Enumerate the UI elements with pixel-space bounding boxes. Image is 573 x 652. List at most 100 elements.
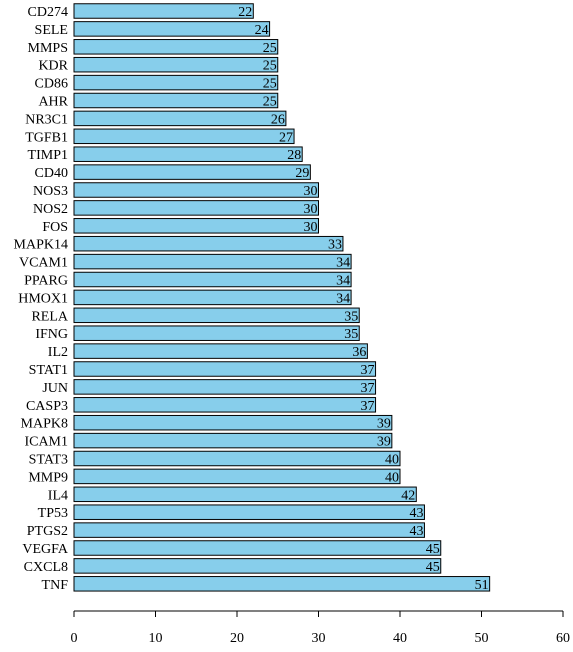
bar-timp1 (73, 146, 303, 162)
bar-stat3 (73, 450, 401, 467)
value-label-casp3: 37 (361, 399, 375, 414)
value-label-ptgs2: 43 (409, 524, 423, 539)
x-tick-label-10: 10 (149, 631, 163, 646)
category-label-pparg: PPARG (24, 274, 68, 289)
value-label-icam1: 39 (377, 435, 391, 450)
category-label-mapk14: MAPK14 (14, 238, 68, 253)
category-label-mmp9: MMP9 (28, 470, 68, 485)
bar-cd274 (73, 3, 254, 19)
bar-mapk8 (73, 414, 393, 431)
bar-il4 (73, 486, 417, 503)
bar-casp3 (73, 397, 377, 413)
x-tick-label-50: 50 (475, 631, 489, 646)
value-label-pparg: 34 (336, 274, 350, 289)
value-label-sele: 24 (255, 23, 269, 38)
category-label-il4: IL4 (48, 488, 68, 503)
bar-pparg (73, 271, 352, 288)
category-label-ptgs2: PTGS2 (27, 524, 68, 539)
value-label-il2: 36 (352, 345, 366, 360)
bar-hmox1 (73, 289, 352, 306)
category-label-jun: JUN (42, 381, 68, 396)
category-label-hmox1: HMOX1 (18, 291, 68, 306)
category-label-icam1: ICAM1 (24, 435, 68, 450)
bar-jun (73, 379, 377, 395)
value-label-fos: 30 (304, 220, 318, 235)
bar-mmps (73, 39, 279, 55)
bars-group: CD274 22 SELE 24 MMPS 25 KDR 25 CD86 25 AHR 25 NR3C1… (14, 3, 491, 593)
value-label-stat3: 40 (385, 453, 399, 468)
bar-tnf (73, 576, 491, 592)
bar-ifng (73, 325, 360, 341)
category-label-cd274: CD274 (28, 5, 68, 20)
category-label-vegfa: VEGFA (22, 542, 69, 557)
value-label-stat1: 37 (361, 363, 375, 378)
x-tick-label-30: 30 (312, 631, 326, 646)
bar-ptgs2 (73, 522, 425, 538)
x-axis: 0 10 20 30 40 50 60 (71, 610, 570, 646)
x-tick-label-60: 60 (556, 631, 570, 646)
value-label-nos3: 30 (304, 184, 318, 199)
x-tick-label-40: 40 (393, 631, 407, 646)
value-label-ahr: 25 (263, 95, 277, 110)
category-label-ifng: IFNG (35, 327, 68, 342)
category-label-nos3: NOS3 (33, 184, 68, 199)
category-label-mmps: MMPS (28, 41, 68, 56)
value-label-mapk14: 33 (328, 238, 342, 253)
bar-tgfb1 (73, 128, 295, 145)
value-label-mmp9: 40 (385, 470, 399, 485)
value-label-tp53: 43 (409, 506, 423, 521)
value-label-vegfa: 45 (426, 542, 440, 557)
bar-icam1 (73, 432, 393, 449)
value-label-nos2: 30 (304, 202, 318, 217)
value-label-ifng: 35 (344, 327, 358, 342)
bar-ahr (73, 92, 279, 109)
value-label-cd40: 29 (295, 166, 309, 181)
category-label-mapk8: MAPK8 (21, 417, 68, 432)
x-tick-label-0: 0 (71, 631, 78, 646)
value-label-il4: 42 (401, 488, 415, 503)
value-label-jun: 37 (361, 381, 375, 396)
category-label-vcam1: VCAM1 (19, 256, 68, 271)
category-label-stat3: STAT3 (29, 453, 68, 468)
x-tick-label-20: 20 (230, 631, 244, 646)
category-label-il2: IL2 (48, 345, 68, 360)
category-label-nos2: NOS2 (33, 202, 68, 217)
bar-stat1 (73, 361, 377, 377)
value-label-tgfb1: 27 (279, 130, 293, 145)
value-label-timp1: 28 (287, 148, 301, 163)
value-label-kdr: 25 (263, 59, 277, 74)
category-label-timp1: TIMP1 (28, 148, 68, 163)
category-label-tnf: TNF (42, 578, 69, 593)
category-label-cd86: CD86 (35, 77, 68, 92)
value-label-cd86: 25 (263, 77, 277, 92)
bar-vegfa (73, 540, 442, 556)
value-label-mapk8: 39 (377, 417, 391, 432)
value-label-rela: 35 (344, 309, 358, 324)
category-label-stat1: STAT1 (29, 363, 68, 378)
value-label-mmps: 25 (263, 41, 277, 56)
category-label-casp3: CASP3 (26, 399, 68, 414)
bar-il2 (73, 343, 368, 359)
category-label-tgfb1: TGFB1 (25, 130, 68, 145)
bar-cd86 (73, 74, 279, 91)
category-label-ahr: AHR (38, 95, 68, 110)
bar-rela (73, 307, 360, 324)
category-label-rela: RELA (31, 309, 68, 324)
value-label-tnf: 51 (475, 578, 489, 593)
category-label-cd40: CD40 (35, 166, 68, 181)
category-label-kdr: KDR (38, 59, 68, 74)
bar-kdr (73, 56, 279, 73)
bar-nos3 (73, 182, 319, 198)
bar-tp53 (73, 504, 425, 520)
category-label-nr3c1: NR3C1 (25, 112, 68, 127)
bar-mapk14 (73, 235, 344, 252)
category-label-fos: FOS (42, 220, 68, 235)
value-label-vcam1: 34 (336, 256, 350, 271)
bar-vcam1 (73, 253, 352, 270)
bar-cxcl8 (73, 558, 442, 574)
category-label-cxcl8: CXCL8 (24, 560, 68, 575)
bar-fos (73, 218, 319, 234)
category-label-sele: SELE (35, 23, 68, 38)
bar-nos2 (73, 200, 319, 216)
